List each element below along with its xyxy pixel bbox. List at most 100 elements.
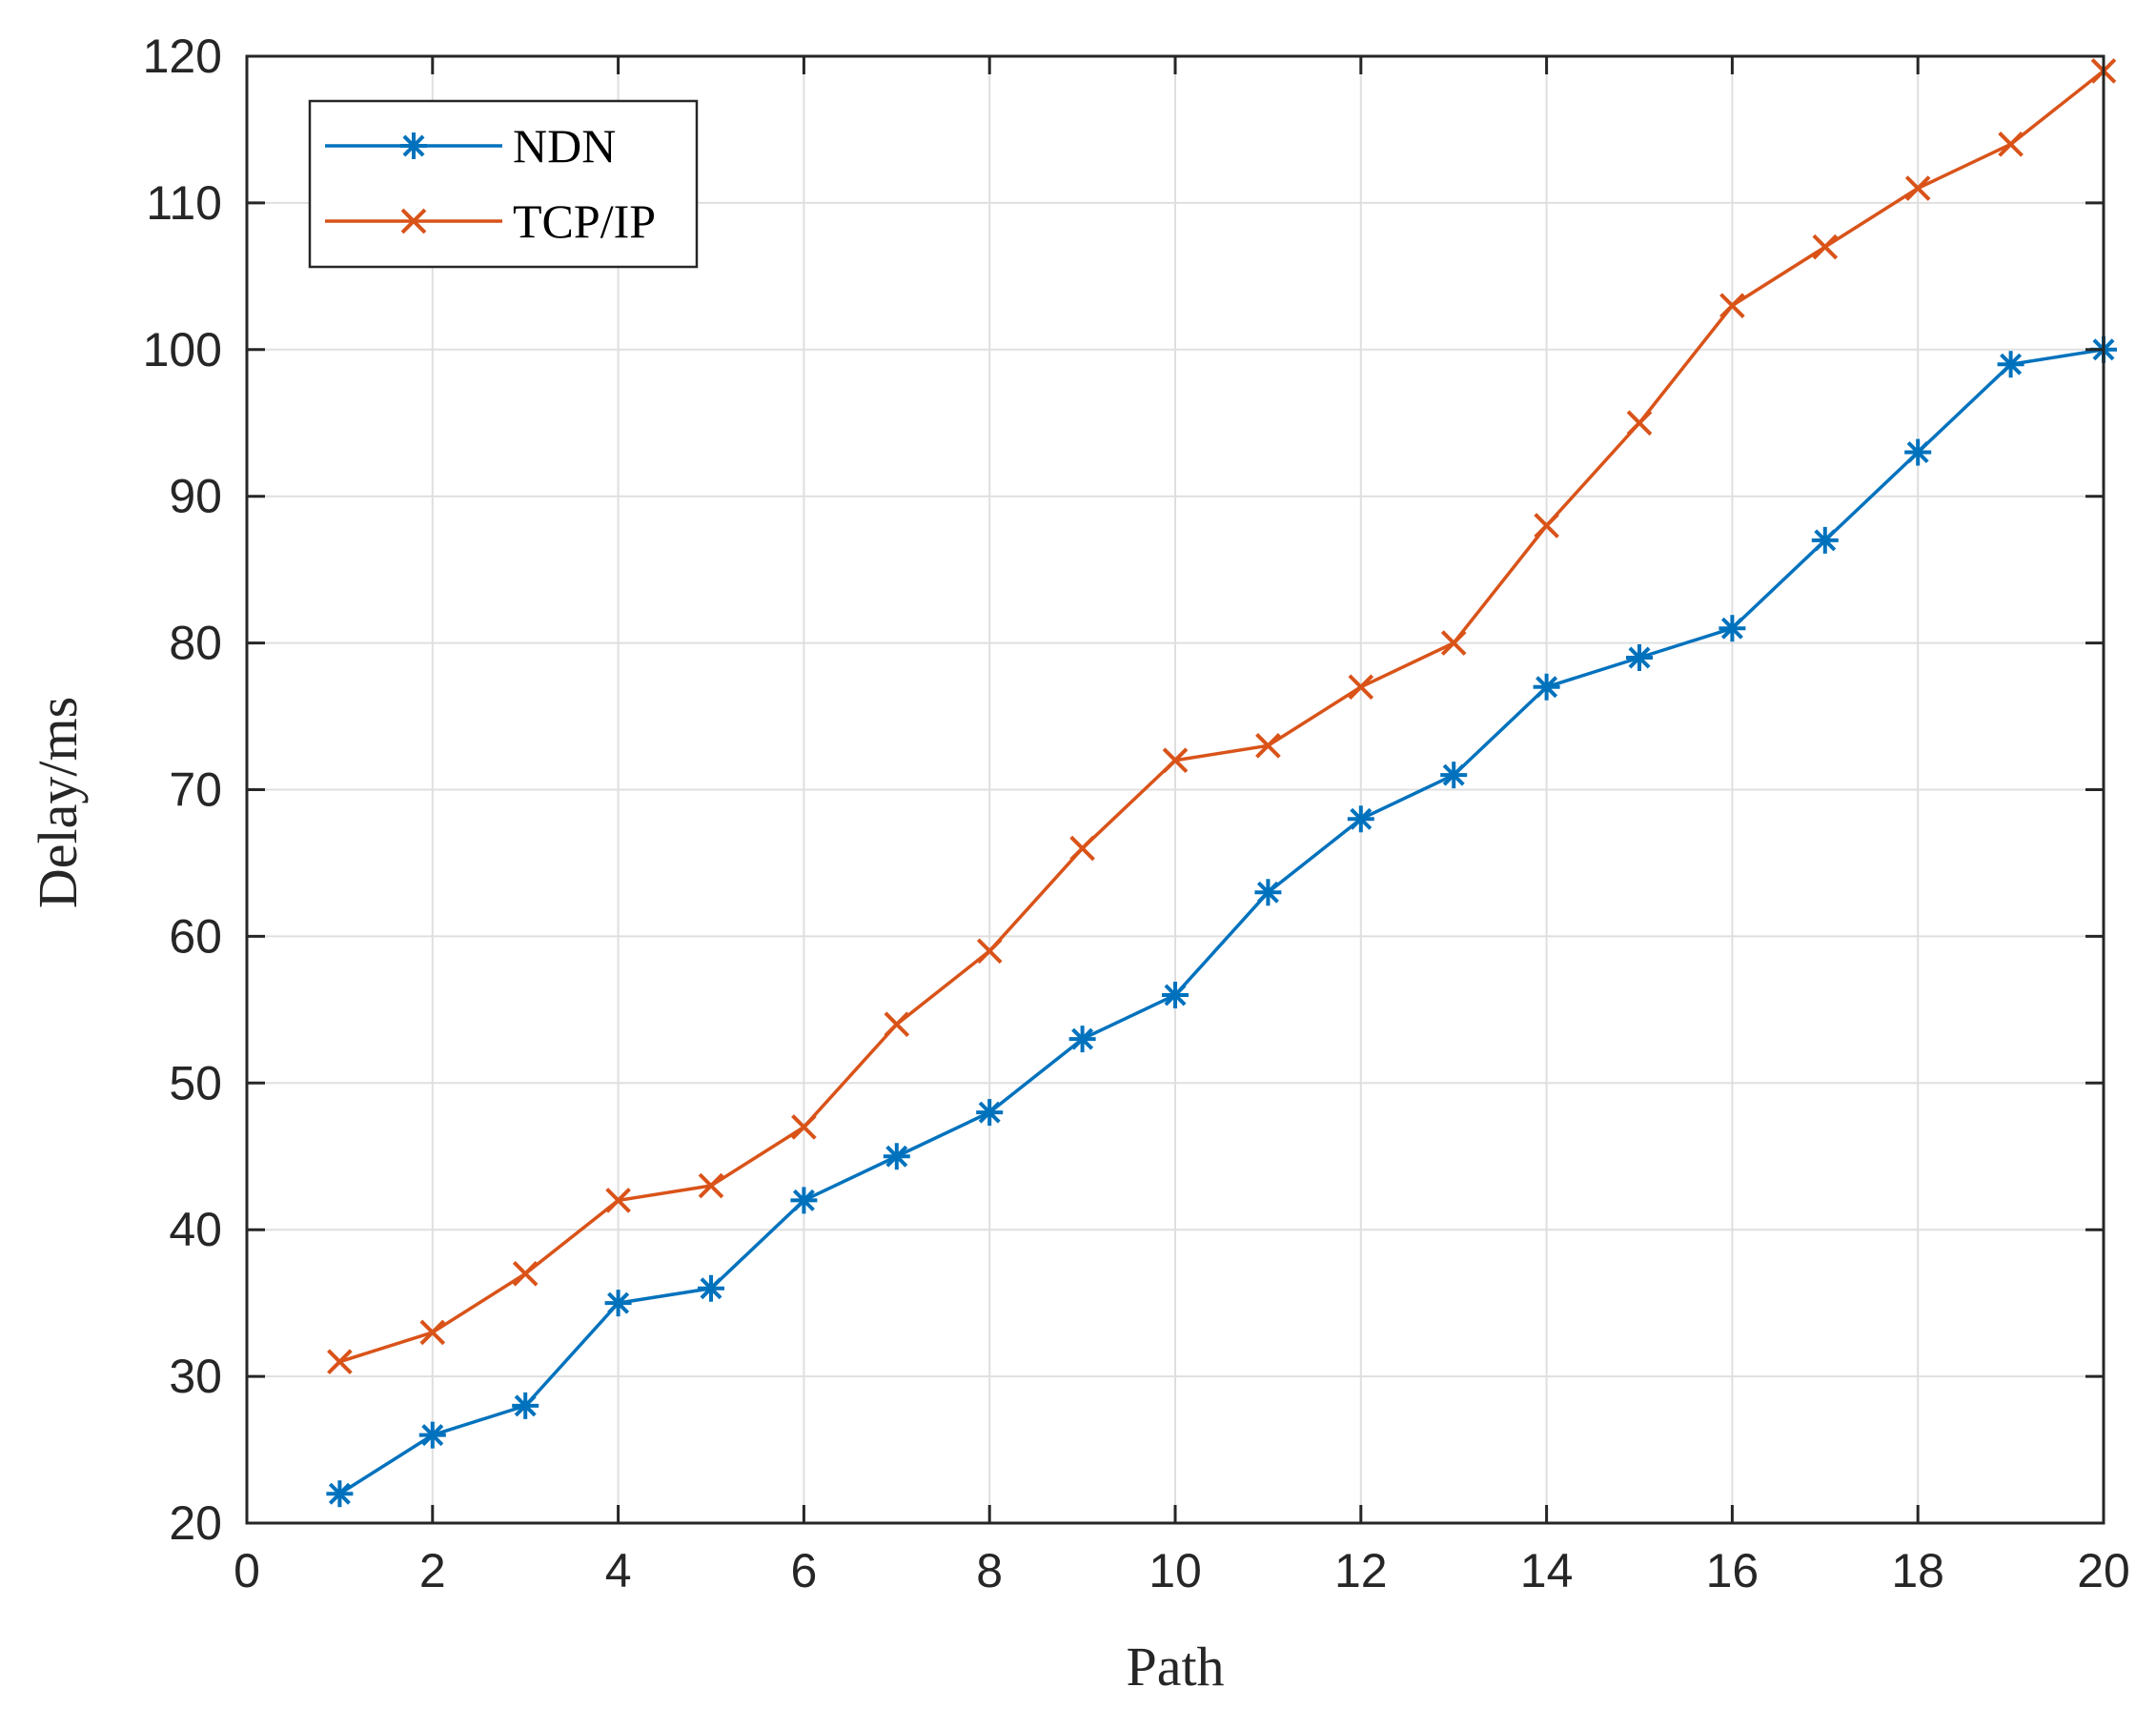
data-point-ndn-stroke <box>1071 1027 1094 1050</box>
data-point-tcp-ip-stroke <box>1069 835 1095 862</box>
x-tick-label: 20 <box>2077 1544 2130 1597</box>
data-point-ndn-stroke <box>1536 676 1558 699</box>
x-tick-label: 10 <box>1149 1544 1202 1597</box>
y-tick-label: 40 <box>169 1203 222 1256</box>
data-point-ndn-stroke <box>1906 441 1929 464</box>
y-tick-label: 120 <box>143 30 222 83</box>
data-point-ndn-stroke <box>421 1424 444 1447</box>
data-point-ndn-stroke <box>1164 984 1187 1006</box>
data-point-tcp-ip <box>1534 513 1559 539</box>
data-point-tcp-ip <box>327 1349 353 1375</box>
data-point-ndn-stroke <box>2000 353 2023 376</box>
data-point-tcp-ip-stroke <box>1162 747 1189 774</box>
x-tick-label: 16 <box>1706 1544 1759 1597</box>
x-tick-label: 6 <box>790 1544 817 1597</box>
data-point-tcp-ip-stroke <box>976 938 1003 965</box>
data-point-ndn <box>1162 981 1189 1008</box>
data-point-tcp-ip <box>1812 234 1839 260</box>
data-point-tcp-ip <box>1440 630 1467 656</box>
x-tick-label: 18 <box>1891 1544 1944 1597</box>
data-point-ndn-stroke <box>1256 881 1279 904</box>
data-point-tcp-ip-stroke <box>1255 733 1281 759</box>
x-tick-label: 4 <box>605 1544 632 1597</box>
legend-box <box>308 99 699 269</box>
series-line-tcp-ip <box>338 70 2105 1364</box>
x-axis-title: Path <box>1126 1636 1224 1698</box>
data-point-ndn <box>1904 438 1932 466</box>
data-point-ndn <box>1719 615 1746 642</box>
data-point-tcp-ip <box>884 1011 910 1038</box>
legend-label: NDN <box>513 119 616 173</box>
data-point-tcp-ip <box>512 1261 539 1287</box>
grid <box>247 56 2104 1523</box>
data-point-tcp-ip <box>976 938 1003 965</box>
data-point-tcp-ip-stroke <box>1998 132 2024 157</box>
data-point-ndn-stroke <box>792 1189 815 1211</box>
data-point-ndn-stroke <box>1814 529 1837 552</box>
data-point-tcp-ip-stroke <box>698 1172 724 1199</box>
y-tick-label: 70 <box>169 763 222 817</box>
data-point-tcp-ip-stroke <box>419 1319 446 1346</box>
data-point-tcp-ip <box>698 1172 724 1199</box>
data-point-tcp-ip-stroke <box>1812 234 1839 260</box>
series-layer <box>326 58 2117 1508</box>
data-point-tcp-ip <box>1069 835 1095 862</box>
data-point-ndn <box>883 1143 910 1170</box>
y-tick-label: 100 <box>143 323 222 376</box>
data-point-tcp-ip-stroke <box>1348 674 1374 701</box>
data-point-ndn-stroke <box>328 1482 351 1505</box>
data-point-tcp-ip <box>1719 293 1745 318</box>
data-point-ndn-stroke <box>1442 763 1465 786</box>
legend: NDN TCP/IP <box>308 99 699 269</box>
data-point-tcp-ip <box>605 1188 631 1213</box>
data-point-tcp-ip-stroke <box>1719 293 1745 318</box>
data-point-ndn <box>604 1290 632 1317</box>
data-point-tcp-ip-stroke <box>791 1114 817 1140</box>
legend-swatch-marker-stroke <box>400 208 427 234</box>
data-point-ndn <box>418 1421 446 1449</box>
data-point-tcp-ip-stroke <box>1904 175 1931 201</box>
data-point-tcp-ip <box>1348 674 1374 701</box>
data-point-tcp-ip <box>1626 410 1653 437</box>
y-tick-label: 90 <box>169 470 222 523</box>
data-point-ndn <box>1440 762 1468 789</box>
data-point-tcp-ip <box>1162 747 1189 774</box>
data-point-ndn <box>790 1187 818 1214</box>
data-point-tcp-ip <box>1255 733 1281 759</box>
y-tick-label: 80 <box>169 617 222 670</box>
y-tick-label: 30 <box>169 1350 222 1403</box>
y-tick-label: 50 <box>169 1056 222 1109</box>
data-point-ndn-stroke <box>1720 617 1743 640</box>
data-point-tcp-ip <box>1998 132 2024 157</box>
series-line-ndn <box>338 348 2105 1495</box>
legend-swatch-marker <box>400 208 427 234</box>
data-point-tcp-ip <box>791 1114 817 1140</box>
data-point-ndn <box>976 1099 1004 1127</box>
legend-entry-tcp-ip: TCP/IP <box>325 194 656 248</box>
y-tick-label: 60 <box>169 909 222 963</box>
data-point-tcp-ip-stroke <box>605 1188 631 1213</box>
data-point-ndn <box>1997 351 2024 378</box>
data-point-ndn <box>326 1480 354 1508</box>
x-tick-label: 14 <box>1520 1544 1574 1597</box>
data-point-tcp-ip-stroke <box>512 1261 539 1287</box>
y-tick-label: 110 <box>146 176 222 230</box>
data-point-ndn-stroke <box>514 1394 537 1417</box>
legend-swatch-marker-stroke <box>402 134 425 157</box>
data-point-tcp-ip-stroke <box>884 1011 910 1038</box>
data-point-ndn-stroke <box>978 1101 1001 1124</box>
legend-entry-ndn: NDN <box>325 119 616 173</box>
legend-label: TCP/IP <box>513 194 656 248</box>
data-point-ndn <box>698 1274 724 1302</box>
data-point-ndn <box>1254 879 1282 906</box>
data-point-tcp-ip-stroke <box>1440 630 1467 656</box>
data-point-ndn <box>1347 805 1374 833</box>
data-point-ndn-stroke <box>700 1277 722 1300</box>
data-point-tcp-ip <box>419 1319 446 1346</box>
data-point-ndn <box>1626 643 1653 671</box>
legend-swatch-marker <box>400 132 427 159</box>
data-point-ndn <box>1068 1026 1096 1053</box>
axes: 0 2 4 6 8 10 12 14 16 18 20 20 30 40 50 60 70 80 90 100 110 1… <box>143 30 2130 1597</box>
